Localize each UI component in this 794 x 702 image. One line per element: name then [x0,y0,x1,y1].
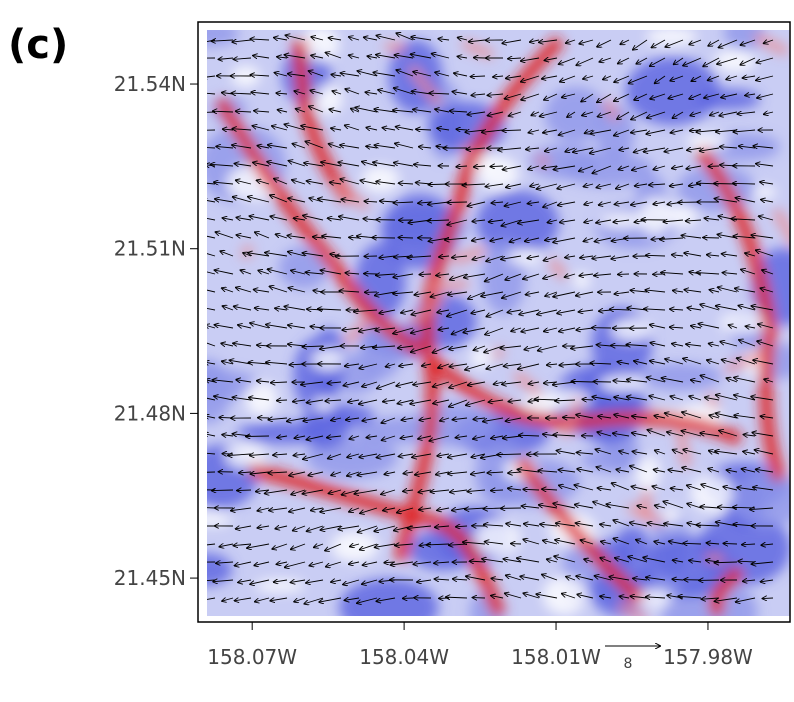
white-patch [478,157,519,191]
white-patch [611,318,652,341]
wind-arrow [490,166,503,167]
blue-patch [339,579,439,637]
blue-patch [180,21,239,46]
y-tick-label: 21.54N [114,72,186,96]
panel-label: (c) [8,22,68,68]
red-streak [538,158,548,163]
field [164,9,794,645]
white-patch [599,212,646,229]
red-streak [706,557,724,561]
white-patch [361,165,399,192]
y-tick-label: 21.48N [114,401,186,425]
wind-arrow [563,417,575,418]
white-patch [523,394,560,411]
red-streak [495,349,500,359]
x-tick-label: 158.04W [359,645,449,669]
white-patch [753,186,776,199]
x-tick-label: 158.01W [511,645,601,669]
wind-arrow [399,237,413,238]
red-streak [431,283,467,288]
wind-arrow [277,400,287,401]
white-patch [226,444,265,468]
white-patch [315,84,343,114]
wind-arrow [212,490,233,491]
y-tick-label: 21.51N [114,237,186,261]
white-patch [646,28,698,46]
blue-patch [724,9,763,53]
white-patch [662,506,680,524]
x-tick-label: 158.07W [207,645,297,669]
reference-vector-label: 8 [624,656,633,672]
wind-arrow [219,417,233,418]
white-patch [635,454,660,490]
wind-arrow [724,543,737,544]
white-patch [543,576,587,615]
wind-arrow [491,490,503,491]
white-patch [331,531,378,562]
blue-patch [625,57,719,125]
wind-arrow [237,490,251,491]
blue-patch [476,190,559,255]
wind-arrow [420,274,431,275]
red-streak [386,47,405,48]
wind-arrow [571,381,593,382]
white-patch [665,206,698,226]
white-patch [720,312,766,336]
blue-patch [639,363,722,391]
white-patch [599,375,644,392]
blue-patch [591,308,652,380]
wind-arrow [703,237,719,238]
x-tick-label: 157.98W [663,645,753,669]
white-patch [312,348,345,371]
red-streak [244,247,249,258]
wind-arrow [733,183,755,184]
wind-arrow [763,598,773,599]
white-patch [184,513,231,526]
y-tick-label: 21.45N [114,566,186,590]
